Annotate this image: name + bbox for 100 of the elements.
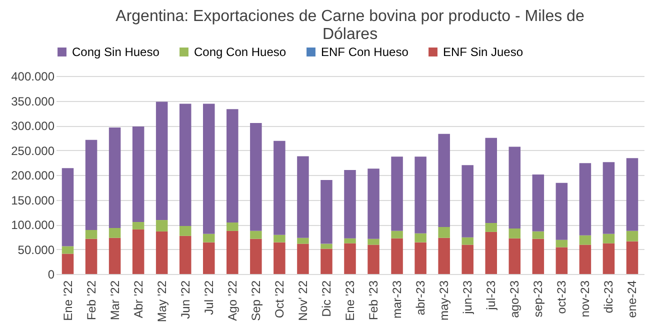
x-tick-label: Jun '22 [178,280,192,319]
legend-label: ENF Sin Jueso [443,45,524,59]
bar [391,230,403,238]
bar [532,174,544,232]
y-tick-label: 0 [48,268,55,282]
bar [274,242,286,274]
bar [626,158,638,231]
x-tick-label: Dic '22 [319,280,334,317]
bar [85,238,98,274]
bar [414,242,426,274]
bar [368,238,380,245]
bar [179,236,192,274]
bar [297,244,309,274]
bar [156,102,168,220]
bar [368,244,380,274]
y-tick-label: 50.000 [18,242,55,257]
bar [108,228,121,238]
x-tick-label: Oct '22 [272,280,286,318]
bar [226,230,238,274]
y-tick-label: 150.000 [11,193,55,208]
x-tick-label: ene-24 [625,280,640,318]
bar [156,220,168,232]
x-tick-label: Mar '22 [108,280,122,320]
bar [132,229,144,274]
bar [438,238,450,274]
y-tick-label: 300.000 [11,119,55,133]
bar [226,109,238,223]
legend-label: ENF Con Hueso [321,45,409,59]
bar [579,163,592,236]
x-tick-label: Feb '23 [366,280,381,320]
bar [344,170,356,238]
bar [438,226,450,238]
bar [556,247,568,274]
bar [462,165,474,238]
bar [297,156,309,238]
bar [602,234,615,244]
bar [414,156,426,234]
x-tick-label: Ene '23 [343,280,357,321]
bar [62,168,74,246]
x-tick-label: jun-23 [460,280,475,315]
x-tick-label: dic-23 [602,280,616,314]
bar [274,234,286,242]
bar [579,235,592,245]
bar [320,244,332,249]
bar [132,126,144,222]
y-tick-label: 100.000 [11,218,55,232]
bar [132,222,144,230]
bar [179,104,192,226]
x-tick-label: jul-23 [484,280,498,311]
bar [391,156,403,231]
bar [532,238,544,274]
x-tick-label: Feb '22 [84,280,98,320]
bar [85,230,98,239]
bar [203,234,215,242]
bar [508,228,521,238]
bar [62,254,74,274]
bar [508,238,521,274]
bar [462,237,474,245]
legend-label: Cong Sin Hueso [72,45,160,59]
bar [250,238,262,274]
bar [179,226,192,236]
bar [438,134,450,227]
y-tick-label: 200.000 [11,168,55,182]
bar [626,230,638,242]
bar [602,162,615,234]
bar [602,243,615,274]
bar [556,182,568,240]
bar [485,138,497,224]
bar [203,242,215,274]
x-tick-label: nov-23 [578,280,592,318]
bar [320,248,332,274]
bar [626,241,638,274]
x-tick-label: mar-23 [390,280,404,319]
bar [250,123,262,231]
bar [344,238,356,244]
y-tick-label: 250.000 [11,144,55,158]
bar [62,246,74,254]
bar [274,140,286,235]
bar [297,238,309,244]
x-tick-label: Ene '22 [60,280,75,321]
x-tick-label: Jul '22 [202,280,216,315]
bar [532,231,544,239]
x-tick-label: sep-23 [531,280,546,318]
bar [250,230,262,239]
bar [485,223,497,232]
chart-title: Argentina: Exportaciones de Carne bovina por producto - Miles de Dólares [116,8,584,43]
bar [485,232,497,274]
bar [203,104,215,234]
x-tick-label: Nov' 22 [296,280,310,321]
bar [508,146,521,228]
legend-label: Cong Con Hueso [194,45,286,59]
bar [579,244,592,274]
x-tick-label: abr-23 [414,280,428,316]
y-tick-label: 400.000 [11,70,55,84]
x-tick-label: May '22 [154,280,169,322]
x-tick-label: oct-23 [554,280,569,314]
bar [462,244,474,274]
y-tick-label: 350.000 [11,94,55,108]
bar [344,243,356,274]
bar [156,231,168,274]
